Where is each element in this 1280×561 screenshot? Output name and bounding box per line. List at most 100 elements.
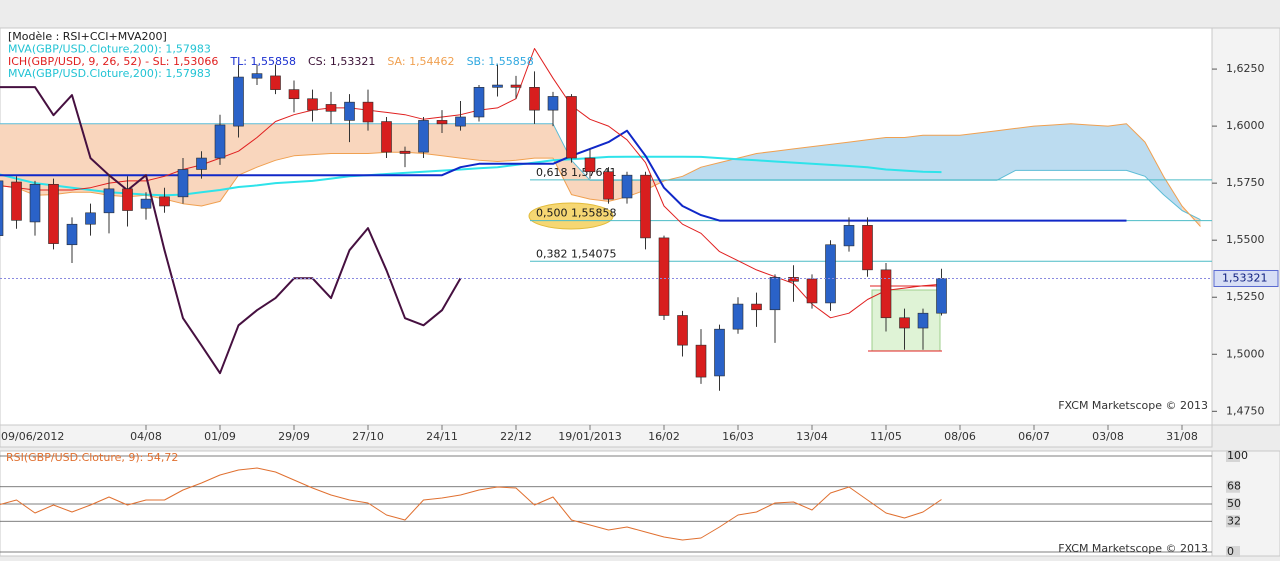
candle-body xyxy=(11,181,22,221)
x-tick-label: 24/11 xyxy=(426,430,458,443)
candle-body xyxy=(270,75,281,90)
cloud-segment xyxy=(331,123,350,154)
rsi-line xyxy=(0,467,942,541)
x-tick-label: 08/06 xyxy=(944,430,976,443)
cloud-segment xyxy=(257,123,276,168)
candle-body xyxy=(29,183,41,223)
cloud-segment xyxy=(960,133,979,181)
cloud-segment xyxy=(830,142,849,181)
cloud-segment xyxy=(238,123,257,176)
cloud-segment xyxy=(886,137,905,181)
y-tick-label: 1,5250 xyxy=(1226,290,1265,303)
main-plot: 0,618 1,57641 0,500 1,55858 0,382 1,54075 xyxy=(0,48,1212,391)
last-price-label: 1,53321 xyxy=(1222,271,1268,284)
cloud-segment xyxy=(90,123,109,196)
header-line: MVA(GBP/USD.Cloture,200): 1,57983 xyxy=(8,67,211,80)
candle-body xyxy=(196,157,207,170)
cloud-segment xyxy=(719,158,738,181)
rsi-tick-label: 0 xyxy=(1227,545,1234,557)
fib-label: 0,618 1,57641 xyxy=(536,166,616,179)
candle-body xyxy=(806,278,818,304)
rsi-tick-box xyxy=(1226,546,1240,558)
candle-body xyxy=(344,101,355,121)
candle-body xyxy=(48,183,59,244)
cloud-segment xyxy=(812,144,831,181)
cloud-segment xyxy=(1015,126,1034,171)
cloud-segment xyxy=(756,151,775,181)
candle-body xyxy=(214,124,226,159)
chikou-line xyxy=(0,86,462,375)
cloud-segment xyxy=(479,123,498,162)
candle-body xyxy=(251,73,263,79)
candle-body xyxy=(640,174,651,239)
candle-body xyxy=(159,196,170,207)
cloud-segment xyxy=(0,123,17,188)
candle-body xyxy=(788,277,799,282)
cloud-segment xyxy=(1126,123,1145,177)
header-line: ICH(GBP/USD, 9, 26, 52) - SL: 1,53066 TL:… xyxy=(8,55,534,68)
header-text: MVA(GBP/USD.Cloture,200): 1,57983 xyxy=(8,67,211,80)
candle-body xyxy=(880,269,892,319)
candle-body xyxy=(325,104,337,112)
x-tick-label: 03/08 xyxy=(1092,430,1124,443)
cloud-segment xyxy=(497,123,516,162)
cloud-segment xyxy=(997,128,1016,181)
cloud-segment xyxy=(35,123,54,196)
rsi-title: RSI(GBP/USD.Cloture, 9): 54,72 xyxy=(6,451,178,464)
y-tick-label: 1,4750 xyxy=(1226,404,1265,417)
cloud-segment xyxy=(146,123,165,200)
cloud-segment xyxy=(1089,125,1108,171)
rsi-tick-box xyxy=(1226,515,1240,528)
y-tick-label: 1,5750 xyxy=(1226,176,1265,189)
candle-body xyxy=(399,150,411,154)
time-axis xyxy=(0,424,1213,448)
candle-body xyxy=(233,76,244,127)
cloud-segment xyxy=(867,137,886,181)
candle-body xyxy=(140,198,152,209)
rsi-tick-box xyxy=(1226,480,1240,493)
candle-body xyxy=(751,303,762,311)
cloud-segment xyxy=(460,123,479,161)
rsi-tick-box xyxy=(1226,450,1240,462)
candle-body xyxy=(455,116,466,127)
fib-label: 0,500 1,55858 xyxy=(536,207,616,220)
header-text: MVA(GBP/USD.Cloture,200): 1,57983 xyxy=(8,42,211,55)
x-tick-label: 13/04 xyxy=(796,430,828,443)
candle-body xyxy=(547,96,559,111)
candle-body xyxy=(66,223,78,246)
y-tick-label: 1,6250 xyxy=(1226,62,1265,75)
candle-body xyxy=(177,169,189,198)
x-tick-label: 06/07 xyxy=(1018,430,1050,443)
cloud-segment xyxy=(312,123,331,155)
candle-body xyxy=(85,212,96,225)
cloud-segment xyxy=(1052,123,1071,171)
rsi-tick-label: 50 xyxy=(1227,497,1241,510)
fib-label: 0,382 1,54075 xyxy=(536,247,616,260)
cloud-segment xyxy=(978,130,997,181)
span-a-line xyxy=(0,123,1201,227)
candle-body xyxy=(381,121,392,153)
cloud-segment xyxy=(1108,123,1127,171)
cloud-segment xyxy=(275,123,294,161)
candle-body xyxy=(473,87,485,118)
x-tick-label: 29/09 xyxy=(278,430,310,443)
candle-body xyxy=(307,98,318,111)
candle-body xyxy=(732,303,744,330)
y-tick-label: 1,5500 xyxy=(1226,233,1265,246)
cloud-segment xyxy=(701,162,720,181)
y-tick-label: 1,5000 xyxy=(1226,347,1265,360)
cloud-segment xyxy=(72,123,91,193)
cloud-segment xyxy=(516,123,535,161)
header-text: TL: 1,55858 xyxy=(229,55,296,68)
cloud-segment xyxy=(1163,176,1182,211)
candle-body xyxy=(677,315,688,346)
candle-body xyxy=(418,120,429,153)
candle-body xyxy=(621,174,633,199)
candle-body xyxy=(714,328,725,377)
header-text: SB: 1,55858 xyxy=(467,55,534,68)
x-tick-label: 22/12 xyxy=(500,430,532,443)
rsi-axis xyxy=(1211,450,1280,557)
header-text: CS: 1,53321 xyxy=(308,55,375,68)
